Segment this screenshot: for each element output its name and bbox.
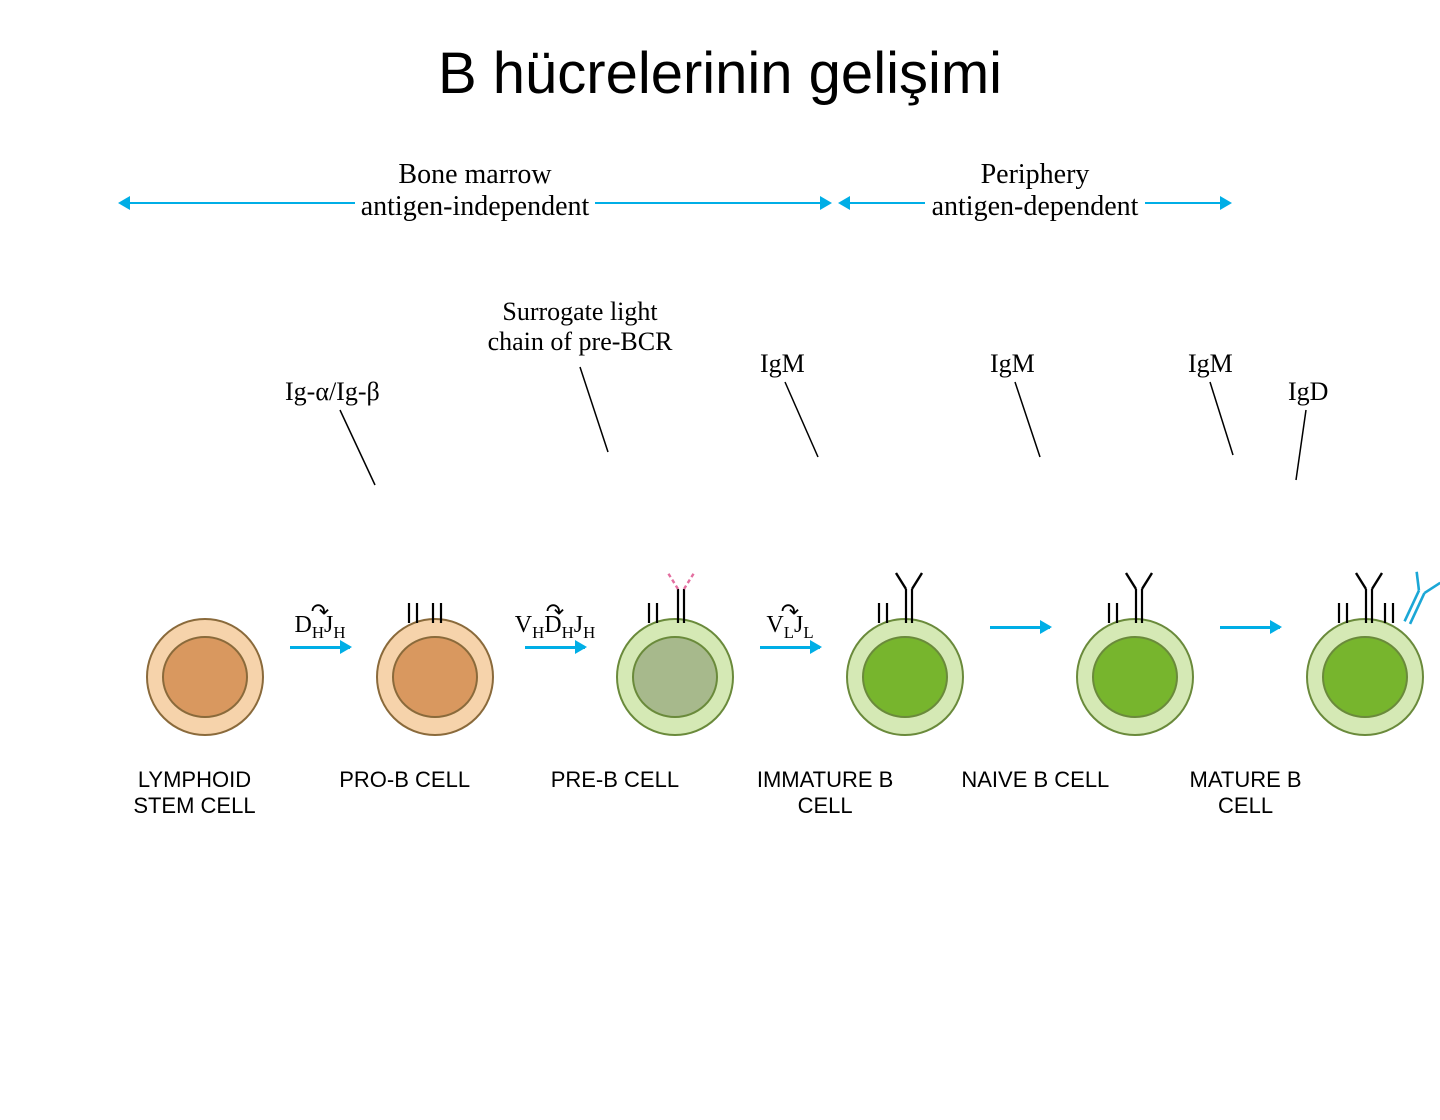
cell-pro-b-cell xyxy=(350,527,520,747)
label-igm-naive: IgM xyxy=(990,349,1035,379)
cell-graphic xyxy=(590,527,760,747)
diagram: Bone marrow antigen-independent Peripher… xyxy=(120,167,1320,867)
transition-arrow: ↷VHDHJH xyxy=(520,605,590,650)
cell-immature-b-cell xyxy=(820,527,990,747)
cell-pre-b-cell xyxy=(590,527,760,747)
cell-naive-b-cell xyxy=(1050,527,1220,747)
spacer xyxy=(479,767,540,819)
label-igm-immature: IgM xyxy=(760,349,805,379)
spacer xyxy=(1110,767,1171,819)
spacer xyxy=(900,767,961,819)
arrow-icon xyxy=(525,646,585,649)
arrowhead-left xyxy=(118,196,130,210)
transition-label: VHDHJH xyxy=(515,612,595,643)
arrowhead-right xyxy=(1220,196,1232,210)
region-bone-marrow-l2: antigen-independent xyxy=(361,191,590,222)
region-periphery-l1: Periphery xyxy=(981,159,1090,190)
transition-arrow xyxy=(990,626,1050,629)
arrowhead-left xyxy=(838,196,850,210)
cell-name-label: MATURE B CELL xyxy=(1171,767,1320,819)
cell-lymphoid-stem-cell xyxy=(120,527,290,747)
cell-name-label: PRE-B CELL xyxy=(540,767,689,819)
region-label-bone-marrow: Bone marrow antigen-independent xyxy=(355,159,595,223)
transition-label: VLJL xyxy=(766,612,813,643)
arrow-icon xyxy=(1220,626,1280,629)
spacer xyxy=(689,767,750,819)
arrowhead-right xyxy=(820,196,832,210)
leader-line-igd-mature xyxy=(1288,405,1328,495)
spacer xyxy=(269,767,330,819)
cell-graphic xyxy=(350,527,520,747)
leader-line-ig-alpha-beta xyxy=(330,405,390,495)
cell-graphic xyxy=(120,527,290,747)
transition-label: DHJH xyxy=(295,612,346,643)
leader-line-igm-immature xyxy=(770,377,830,467)
leader-line-igm-naive xyxy=(1000,377,1060,467)
label-surrogate-light-chain: Surrogate light chain of pre-BCR xyxy=(470,297,690,357)
cell-name-label: PRO-B CELL xyxy=(330,767,479,819)
cell-name-label: IMMATURE B CELL xyxy=(751,767,900,819)
label-igd-mature: IgD xyxy=(1288,377,1328,407)
region-bone-marrow-l1: Bone marrow xyxy=(398,159,551,190)
page-title: B hücrelerinin gelişimi xyxy=(220,40,1220,107)
arrow-icon xyxy=(760,646,820,649)
cell-name-label: NAIVE B CELL xyxy=(961,767,1110,819)
transition-arrow: ↷VLJL xyxy=(760,605,820,650)
cell-graphic xyxy=(1050,527,1220,747)
label-surrogate-l1: Surrogate light xyxy=(502,297,657,326)
leader-line-surrogate xyxy=(560,362,620,462)
cell-graphic xyxy=(820,527,990,747)
region-periphery-l2: antigen-dependent xyxy=(932,191,1139,222)
arrow-icon xyxy=(290,646,350,649)
arrow-icon xyxy=(990,626,1050,629)
label-surrogate-l2: chain of pre-BCR xyxy=(488,327,673,356)
label-igm-mature: IgM xyxy=(1188,349,1233,379)
transition-arrow: ↷DHJH xyxy=(290,605,350,650)
cell-mature-b-cell xyxy=(1280,527,1440,747)
cell-graphic xyxy=(1280,527,1440,747)
transition-arrow xyxy=(1220,626,1280,629)
cell-name-label: LYMPHOID STEM CELL xyxy=(120,767,269,819)
label-ig-alpha-beta: Ig-α/Ig-β xyxy=(285,377,380,407)
region-label-periphery: Periphery antigen-dependent xyxy=(925,159,1145,223)
leader-line-igm-mature xyxy=(1198,377,1248,467)
